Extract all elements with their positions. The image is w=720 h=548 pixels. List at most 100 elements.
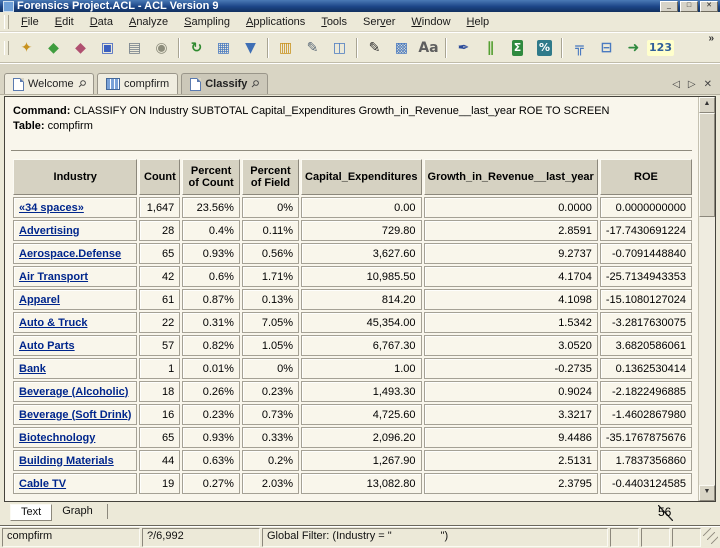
font-icon-glyph: Aa xyxy=(418,39,439,56)
tab-classify[interactable]: Classify ⚲ xyxy=(181,73,268,94)
menu-tools[interactable]: Tools xyxy=(321,15,347,28)
industry-link[interactable]: Auto Parts xyxy=(19,339,75,352)
pushpin-icon: ⚲ xyxy=(74,77,88,91)
title-bar[interactable]: Forensics Project.ACL - ACL Version 9 _ … xyxy=(0,0,720,12)
industry-link[interactable]: Biotechnology xyxy=(19,431,96,444)
numbers-icon[interactable]: 123 xyxy=(647,36,674,60)
value-cell: 13,082.80 xyxy=(301,473,422,494)
industry-link[interactable]: Advertising xyxy=(19,224,80,237)
edit-view-icon[interactable]: ✎ xyxy=(300,36,325,60)
menu-sampling[interactable]: Sampling xyxy=(184,15,230,28)
search-icon[interactable]: ◉ xyxy=(149,36,174,60)
column-header-0[interactable]: Industry xyxy=(13,159,138,195)
scrollbar-thumb[interactable] xyxy=(699,113,715,217)
percent-icon-glyph: % xyxy=(536,39,553,56)
copy-log-icon[interactable]: ▥ xyxy=(273,36,298,60)
industry-link[interactable]: Building Materials xyxy=(19,454,114,467)
scroll-up-icon[interactable]: ▲ xyxy=(699,97,715,113)
vertical-scrollbar[interactable]: ▲ ▼ xyxy=(698,97,715,501)
industry-cell: «34 spaces» xyxy=(13,197,138,218)
industry-link[interactable]: «34 spaces» xyxy=(19,201,84,214)
value-cell: 10,985.50 xyxy=(301,266,422,287)
maximize-button[interactable]: □ xyxy=(680,1,698,12)
tab-graph[interactable]: Graph xyxy=(62,505,93,517)
industry-link[interactable]: Bank xyxy=(19,362,46,375)
close-project-icon[interactable]: ◆ xyxy=(68,36,93,60)
export-icon[interactable]: ➜ xyxy=(621,36,646,60)
tab-compfirm[interactable]: compfirm xyxy=(96,73,179,94)
filter-icon[interactable]: ▼ xyxy=(238,36,263,60)
table-view-icon[interactable]: ▦ xyxy=(211,36,236,60)
document-tab-bar: Welcome ⚲ compfirm Classify ⚲ ◁ ▷ ✕ xyxy=(0,63,720,95)
tab-nav: ◁ ▷ ✕ xyxy=(672,79,716,94)
menu-edit[interactable]: Edit xyxy=(54,15,74,28)
value-cell: 57 xyxy=(139,335,181,356)
command-text: CLASSIFY ON Industry SUBTOTAL Capital_Ex… xyxy=(73,105,610,117)
industry-link[interactable]: Apparel xyxy=(19,293,60,306)
font-icon[interactable]: Aa xyxy=(416,36,441,60)
value-cell: 0.0000 xyxy=(423,197,598,218)
industry-link[interactable]: Air Transport xyxy=(19,270,89,283)
open-project-icon[interactable]: ◆ xyxy=(41,36,66,60)
minimize-button[interactable]: _ xyxy=(660,1,678,12)
industry-link[interactable]: Aerospace.Defense xyxy=(19,247,122,260)
value-cell: 45,354.00 xyxy=(301,312,422,333)
industry-link[interactable]: Beverage (Soft Drink) xyxy=(19,408,132,421)
menu-file[interactable]: File xyxy=(21,15,39,28)
tab-close-icon[interactable]: ✕ xyxy=(703,79,712,90)
annotate-icon[interactable]: ✒ xyxy=(451,36,476,60)
value-cell: 4,725.60 xyxy=(301,404,422,425)
industry-link[interactable]: Beverage (Alcoholic) xyxy=(19,385,129,398)
value-cell: 3,627.60 xyxy=(301,243,422,264)
new-document-icon[interactable]: ✦ xyxy=(14,36,39,60)
sum-icon[interactable]: Σ xyxy=(505,36,530,60)
refresh-icon[interactable]: ↻ xyxy=(184,36,209,60)
menu-applications[interactable]: Applications xyxy=(245,15,306,28)
menubar-grip[interactable] xyxy=(4,14,9,29)
table-row: Auto & Truck 22 0.31% 7.05% 45,354.00 1.5342-… xyxy=(13,312,692,333)
bar-chart-icon[interactable]: ∥ xyxy=(478,36,503,60)
edit-table-icon[interactable]: ✎ xyxy=(362,36,387,60)
tab-text[interactable]: Text xyxy=(10,504,53,521)
value-cell: -1.4602867980 xyxy=(599,404,692,425)
industry-link[interactable]: Cable TV xyxy=(19,477,67,490)
column-header-2[interactable]: Percent of Count xyxy=(182,159,240,195)
classify-icon[interactable]: ╦ xyxy=(567,36,592,60)
toolbar-overflow-icon[interactable]: » xyxy=(708,33,714,44)
column-header-1[interactable]: Count xyxy=(139,159,181,195)
export-icon-glyph: ➜ xyxy=(627,39,640,56)
value-cell: 0.27% xyxy=(182,473,240,494)
tab-scroll-right-icon[interactable]: ▷ xyxy=(687,79,696,90)
toolbar-grip[interactable] xyxy=(4,40,9,55)
menu-data[interactable]: Data xyxy=(89,15,113,28)
resize-grip[interactable] xyxy=(703,528,718,547)
close-button[interactable]: ✕ xyxy=(700,1,718,12)
column-header-3[interactable]: Percent of Field xyxy=(241,159,300,195)
column-header-4[interactable]: Capital_Expenditures xyxy=(301,159,422,195)
table-properties-icon[interactable]: ▩ xyxy=(389,36,414,60)
value-cell: -17.7430691224 xyxy=(599,220,692,241)
scrollbar-track[interactable] xyxy=(699,217,715,485)
value-cell: 23.56% xyxy=(182,197,240,218)
menu-help[interactable]: Help xyxy=(466,15,490,28)
column-header-5[interactable]: Growth_in_Revenue__last_year xyxy=(423,159,598,195)
menu-server[interactable]: Server xyxy=(363,15,396,28)
table-view-icon-glyph: ▦ xyxy=(216,39,231,56)
tab-welcome[interactable]: Welcome ⚲ xyxy=(4,73,94,94)
scroll-down-icon[interactable]: ▼ xyxy=(699,485,715,501)
column-header-6[interactable]: ROE xyxy=(599,159,692,195)
menu-analyze[interactable]: Analyze xyxy=(128,15,169,28)
table-row: Air Transport 42 0.6% 1.71% 10,985.50 4.1704-… xyxy=(13,266,692,287)
menu-bar: File Edit Data Analyze Sampling Applications T… xyxy=(0,12,720,32)
percent-icon[interactable]: % xyxy=(532,36,557,60)
new-table-icon[interactable]: ◫ xyxy=(327,36,352,60)
table-row: Apparel 61 0.87% 0.13% 814.20 4.1098 -15.10801… xyxy=(13,289,692,310)
tab-scroll-left-icon[interactable]: ◁ xyxy=(672,79,680,90)
save-project-icon[interactable]: ▣ xyxy=(95,36,120,60)
new-document-icon-glyph: ✦ xyxy=(20,39,33,56)
print-icon[interactable]: ▤ xyxy=(122,36,147,60)
menu-window[interactable]: Window xyxy=(411,15,451,28)
value-cell: 3.0520 xyxy=(423,335,598,356)
histogram-icon[interactable]: ⊟ xyxy=(594,36,619,60)
industry-link[interactable]: Auto & Truck xyxy=(19,316,88,329)
